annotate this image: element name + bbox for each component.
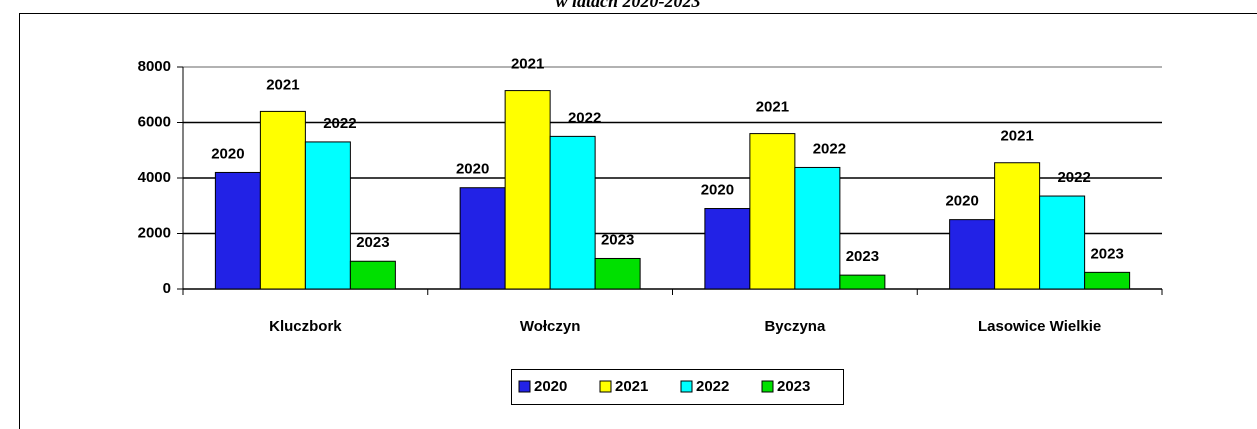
bar xyxy=(594,257,641,290)
legend-swatch xyxy=(518,380,531,393)
legend-label: 2020 xyxy=(534,378,567,395)
bar-series-label: 2022 xyxy=(1057,169,1090,186)
bar xyxy=(214,171,261,290)
y-tick-label: 4000 xyxy=(138,169,171,186)
legend-swatch xyxy=(599,380,612,393)
bar xyxy=(259,110,306,290)
bar-series-label: 2023 xyxy=(356,234,389,251)
x-tick-label: Lasowice Wielkie xyxy=(978,318,1101,335)
bar-series-label: 2022 xyxy=(813,140,846,157)
y-tick-label: 8000 xyxy=(138,58,171,75)
y-tick-label: 0 xyxy=(163,280,171,297)
legend-label: 2023 xyxy=(777,378,810,395)
legend-swatch xyxy=(761,380,774,393)
x-tick-label: Byczyna xyxy=(764,318,826,335)
bar xyxy=(749,133,796,290)
y-tick-label: 6000 xyxy=(138,113,171,130)
bar xyxy=(349,260,396,290)
bar-series-label: 2023 xyxy=(846,248,879,265)
bar-series-label: 2022 xyxy=(568,109,601,126)
bar-series-label: 2022 xyxy=(323,115,356,132)
bar-series-label: 2021 xyxy=(266,76,299,93)
legend-swatch xyxy=(680,380,693,393)
bar xyxy=(839,274,886,290)
bar-series-label: 2020 xyxy=(945,193,978,210)
bar-series-label: 2020 xyxy=(701,181,734,198)
bar xyxy=(994,162,1041,290)
bar-series-label: 2023 xyxy=(601,231,634,248)
legend-box xyxy=(511,369,844,405)
bar-series-label: 2020 xyxy=(211,145,244,162)
bar xyxy=(504,90,551,290)
bar-series-label: 2023 xyxy=(1090,245,1123,262)
bar xyxy=(459,187,506,290)
bar-series-label: 2021 xyxy=(756,99,789,116)
bar-series-label: 2021 xyxy=(1000,128,1033,145)
chart-title: w latach 2020-2023 xyxy=(555,0,700,11)
bar xyxy=(949,219,996,290)
bar-series-label: 2021 xyxy=(511,56,544,73)
bar xyxy=(704,208,751,290)
chart-frame xyxy=(19,13,1257,429)
y-tick-label: 2000 xyxy=(138,224,171,241)
bar xyxy=(1039,195,1086,290)
bar xyxy=(549,135,596,290)
legend-label: 2021 xyxy=(615,378,648,395)
bar-series-label: 2020 xyxy=(456,161,489,178)
x-tick-label: Wołczyn xyxy=(520,318,581,335)
bar xyxy=(794,166,841,290)
legend-label: 2022 xyxy=(696,378,729,395)
x-tick-label: Kluczbork xyxy=(269,318,342,335)
bar xyxy=(304,141,351,290)
bar xyxy=(1084,271,1131,290)
